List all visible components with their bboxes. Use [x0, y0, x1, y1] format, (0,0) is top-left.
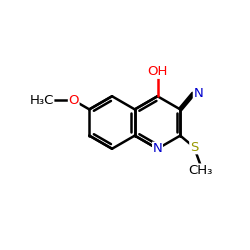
Text: S: S — [190, 141, 198, 154]
Text: N: N — [152, 142, 162, 155]
Text: N: N — [194, 87, 203, 100]
Text: CH₃: CH₃ — [188, 164, 212, 177]
Text: OH: OH — [147, 65, 168, 78]
Text: H₃C: H₃C — [29, 94, 54, 107]
Text: O: O — [68, 94, 79, 107]
